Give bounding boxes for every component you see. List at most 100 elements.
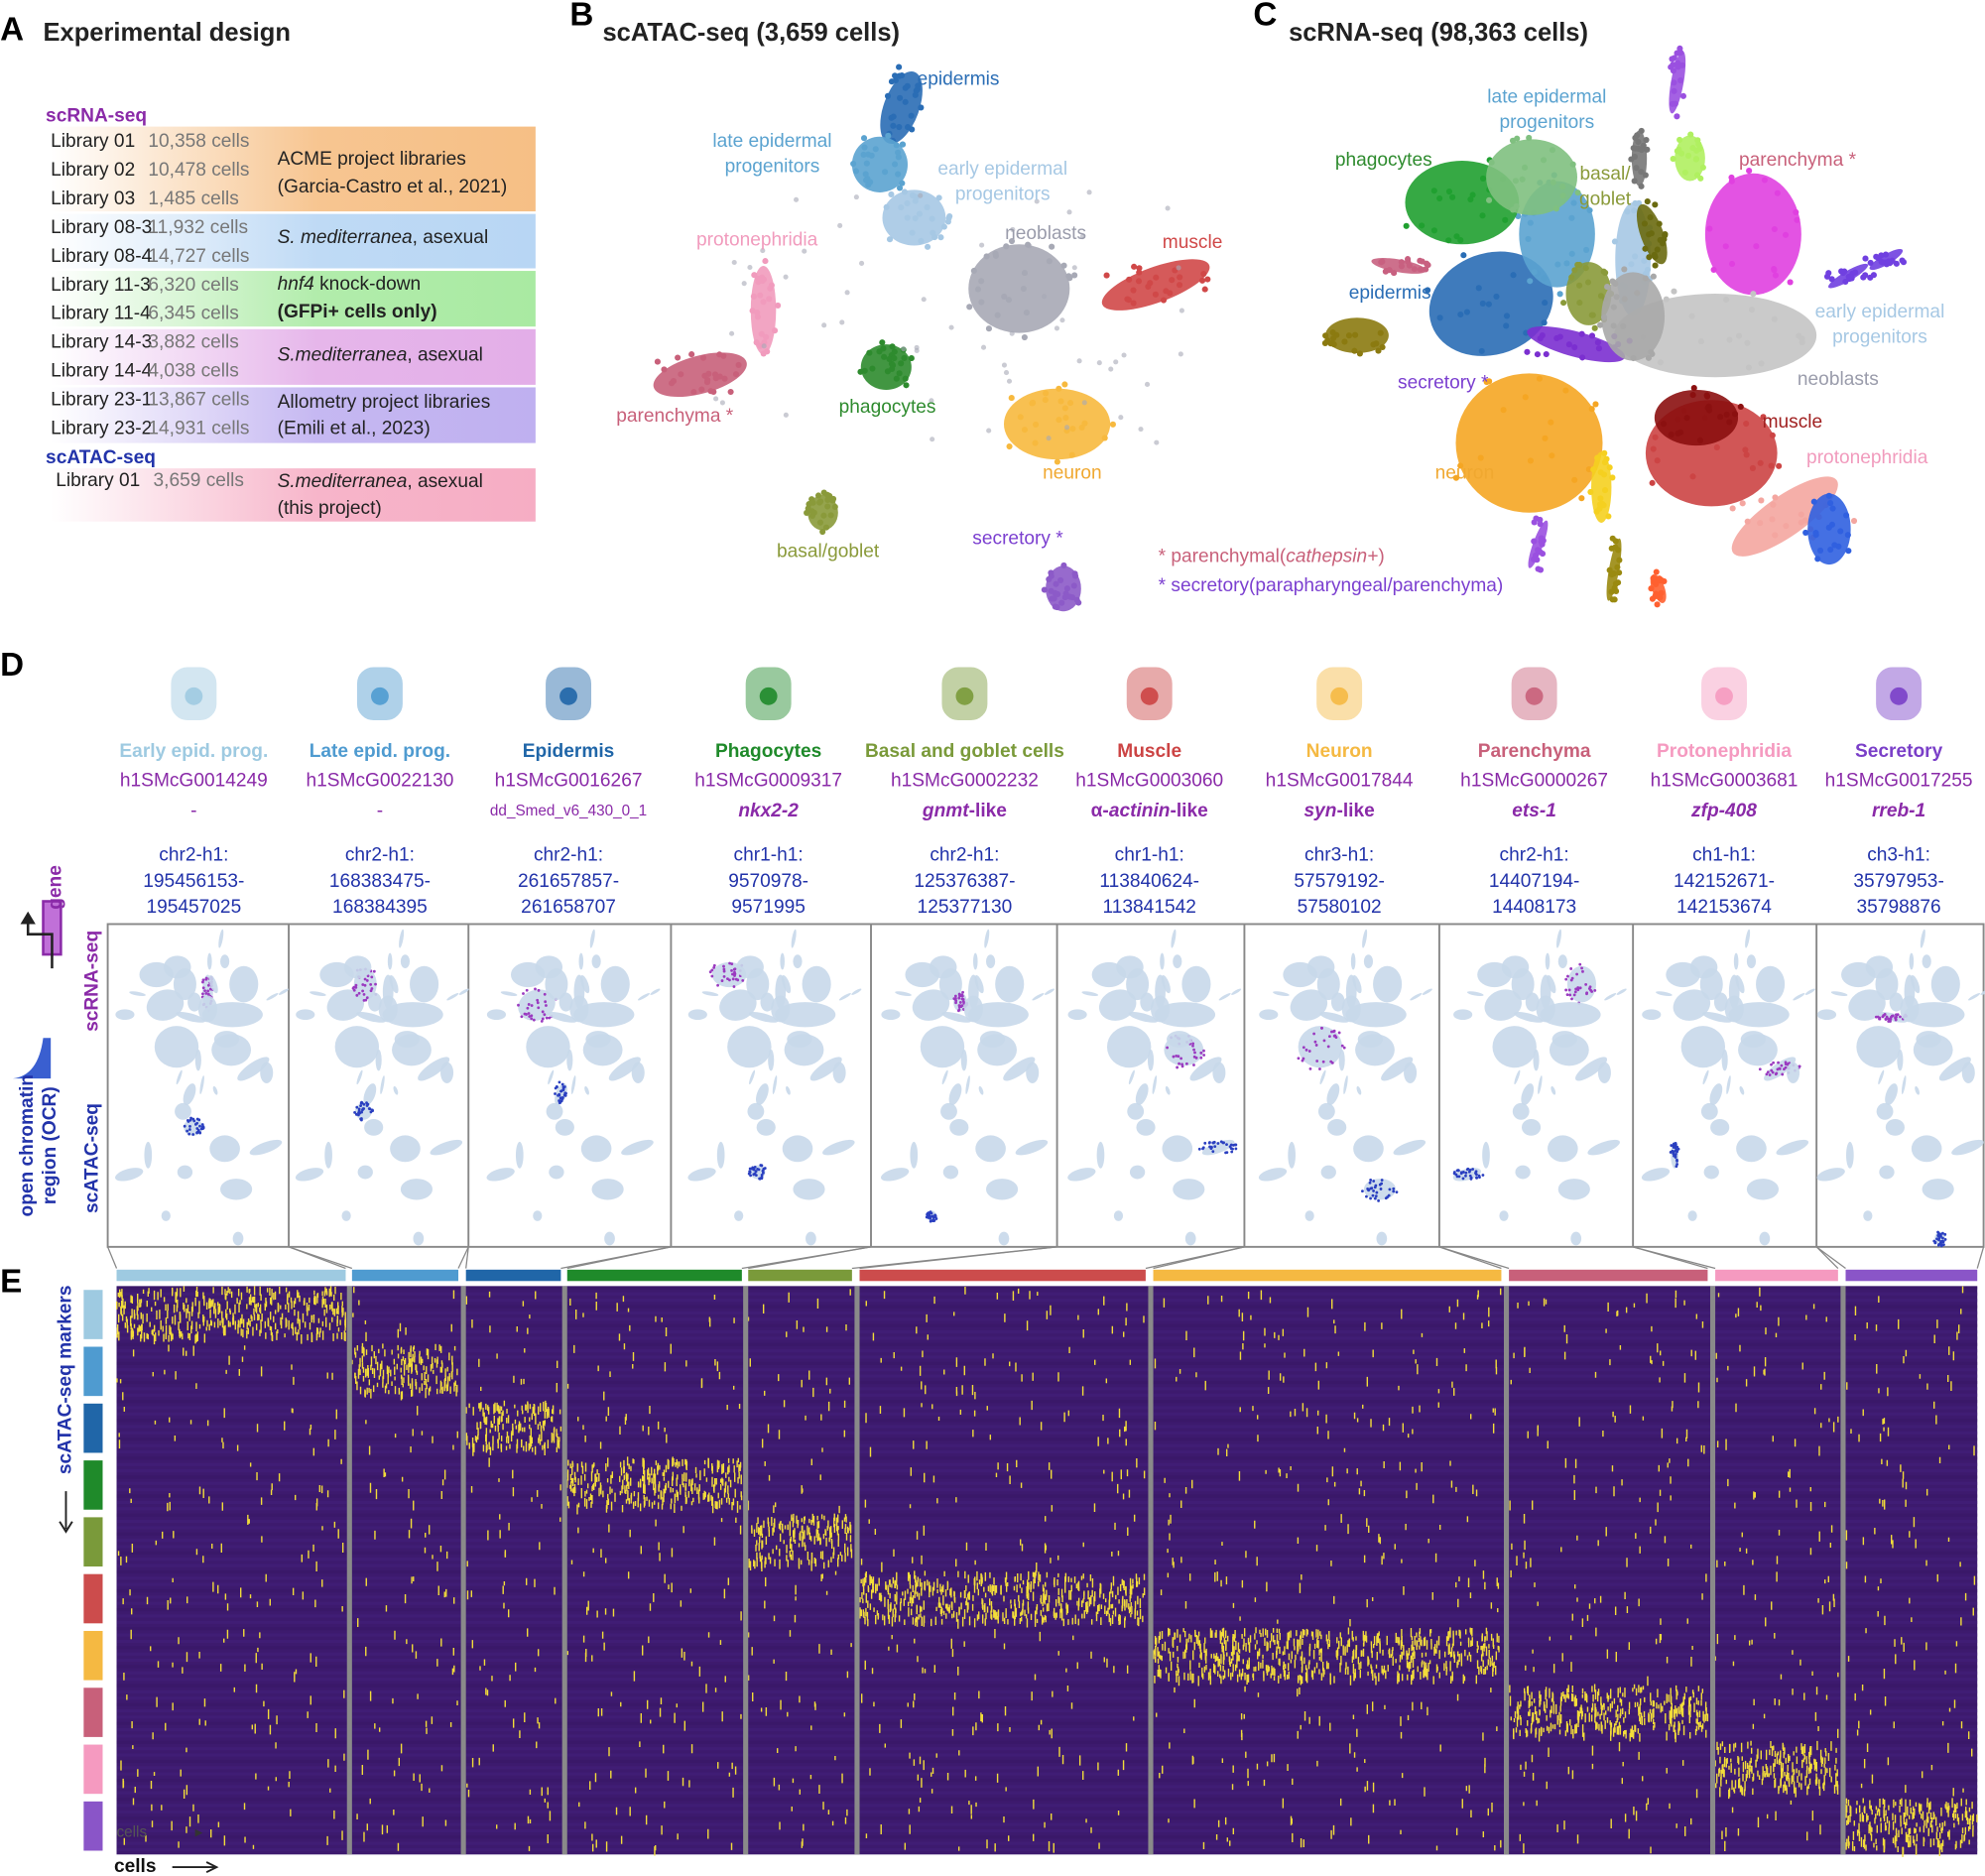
cell-dot [1033,421,1040,429]
cluster [716,1141,725,1169]
cell-dot [1608,588,1615,595]
cluster [1793,993,1805,1001]
cell-dot [1230,1150,1234,1154]
cluster [780,952,785,970]
cell-dot [722,967,726,971]
cell-dot [1302,1057,1305,1061]
ocr-coordinate: chr1-h1: [734,845,804,866]
cell-dot [881,353,888,360]
cluster-label: basal/goblet [777,541,880,562]
cell-dot [1671,288,1677,295]
cell-dot [1464,1171,1468,1175]
heatmap-row [116,1342,1978,1346]
cluster [573,1002,635,1028]
cell-dot [1477,454,1484,461]
cluster [393,1085,399,1095]
cell-dot [1584,982,1588,986]
cell-dot [1578,962,1582,966]
library-name: Library 23-1 [51,390,152,411]
cell-dot [1330,334,1337,342]
cell-dot [196,1128,200,1132]
cluster [1373,965,1403,1003]
cell-dot [1590,466,1597,473]
cell-dot [1460,252,1467,259]
cluster [500,991,518,997]
heatmap-row [116,1563,1978,1567]
cluster [1306,955,1335,979]
cell-dot [195,1121,199,1125]
cell-dot [1781,1072,1785,1076]
cell-dot [1503,322,1510,329]
cell-dot [357,1107,361,1111]
cell-dot [1769,516,1776,523]
cell-dot [1770,501,1777,508]
cell-dot [1197,1147,1201,1151]
cluster [975,1135,1006,1163]
cell-dot [1621,296,1628,303]
library-name: Library 11-4 [51,304,151,324]
cell-dot [734,977,738,981]
cluster [960,1049,967,1071]
cell-dot [1461,1177,1465,1181]
cell-dot [1697,175,1704,182]
cell-dot [1601,449,1608,456]
cell-dot [1081,420,1088,427]
cell-dot [1676,45,1683,52]
cell-dot [970,267,977,275]
cell-dot [860,135,868,142]
cluster [637,993,650,1001]
cluster [968,244,1070,333]
cell-dot [707,388,714,395]
cluster [631,1062,645,1083]
cell-dot [1768,1073,1772,1076]
cell-dot [1638,147,1645,154]
cluster [1909,952,1915,970]
ocr-coordinate: 195457025 [146,897,241,918]
cluster-label: secretory * [972,529,1063,550]
cell-dot [1710,266,1717,273]
cell-dot [374,982,377,986]
cell-dot [1758,497,1765,504]
cell-dot [1395,1190,1399,1194]
promoter-arrow [26,919,54,969]
cluster [1044,988,1055,995]
group-box [51,328,536,385]
cluster [974,975,984,994]
heatmap-row [116,1798,1978,1802]
cluster [357,1165,373,1180]
cluster [194,1049,201,1071]
cell-dot [1896,1013,1900,1017]
cluster [1687,1210,1697,1221]
cell-dot [1670,156,1676,163]
heatmap-row [116,1425,1978,1429]
cell-dot [1537,516,1544,524]
cell-dot [1538,535,1545,542]
cluster [1641,1168,1671,1182]
cell-dot [1867,259,1874,266]
cell-dot [1601,487,1609,494]
cell-dot [1575,972,1579,976]
row-group-bar [83,1517,103,1567]
cell-dot [1055,385,1062,392]
cell-dot [1783,1067,1786,1071]
ocr-coordinate: 14407194- [1489,871,1579,892]
cluster [1557,954,1567,968]
cluster [1320,1165,1336,1180]
heatmap-row [116,1481,1978,1485]
cluster [229,965,259,1003]
cell-dot [1184,1062,1188,1065]
cell-dot [1198,277,1206,284]
cell-dot [775,302,782,310]
cell-dot [710,974,714,978]
cell-dot [731,977,735,981]
cell-dot [891,355,898,362]
cluster [1515,1165,1531,1180]
cell-dot [1737,403,1744,411]
ocr-coordinate: chr2-h1: [345,845,415,866]
cell-dot [1850,517,1858,525]
cell-dot [961,990,964,994]
cell-dot [817,498,824,505]
cell-dot [893,375,900,382]
cell-dot [1479,175,1487,182]
cell-dot [953,994,957,998]
